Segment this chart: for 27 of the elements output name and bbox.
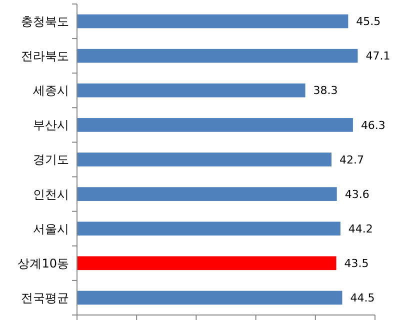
- data-label: 38.3: [313, 84, 338, 98]
- data-label: 42.7: [339, 153, 364, 166]
- y-tick-label: 상계10동: [18, 256, 69, 270]
- data-label: 43.6: [344, 188, 370, 201]
- bar: [77, 118, 353, 132]
- bar: [77, 290, 342, 305]
- y-tick-label: 전국평균: [21, 290, 69, 305]
- y-tick-label: 전라북도: [21, 49, 69, 64]
- data-label: 44.5: [350, 292, 375, 305]
- y-tick-label: 서울시: [33, 222, 69, 236]
- data-label: 44.2: [348, 222, 373, 236]
- data-label: 45.5: [356, 15, 381, 28]
- data-label: 46.3: [360, 118, 386, 132]
- y-tick-label: 부산시: [33, 118, 69, 132]
- y-tick-label: 충청북도: [21, 14, 69, 28]
- bar: [77, 48, 358, 63]
- bar: [77, 222, 340, 236]
- bar: [77, 256, 336, 270]
- y-tick-label: 인천시: [33, 187, 69, 202]
- bar: [77, 187, 337, 201]
- bar: [77, 14, 348, 28]
- y-tick-label: 경기도: [33, 152, 69, 167]
- bar: [77, 152, 332, 166]
- data-label: 47.1: [366, 50, 390, 63]
- data-label: 43.5: [344, 257, 369, 270]
- y-tick-label: 세종시: [33, 84, 69, 98]
- bar: [77, 83, 306, 98]
